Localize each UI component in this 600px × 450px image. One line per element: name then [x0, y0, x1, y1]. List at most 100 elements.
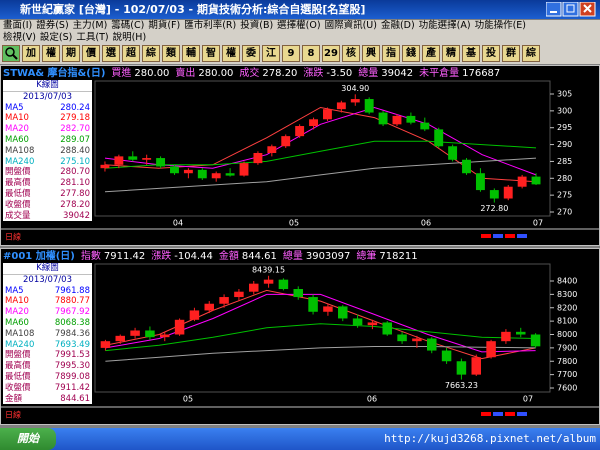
menu-item[interactable]: 籌碼(C) — [111, 20, 145, 31]
menu-item[interactable]: 證券(S) — [36, 20, 69, 31]
quote-value: 278.20 — [262, 68, 298, 79]
toolbar-button[interactable]: 超 — [122, 45, 140, 62]
toolbar-button[interactable]: 核 — [342, 45, 360, 62]
quote-field: 漲跌 -3.50 — [303, 67, 352, 80]
menu-item[interactable]: 說明(H) — [112, 32, 147, 43]
toolbar-button[interactable]: 基 — [462, 45, 480, 62]
menu-item[interactable]: 工具(T) — [76, 32, 109, 43]
legend-label: 最高價 — [5, 178, 31, 189]
moving-average-line — [105, 346, 536, 362]
candle-body — [197, 169, 207, 179]
quote-field: 總筆 718211 — [356, 250, 417, 263]
search-button[interactable] — [2, 45, 20, 62]
moving-average-line — [105, 323, 536, 352]
menu-item[interactable]: 設定(S) — [39, 32, 73, 43]
start-button[interactable]: 開始 — [0, 428, 56, 450]
quote-label: 漲跌 — [303, 68, 324, 79]
maximize-button[interactable] — [562, 2, 579, 17]
legend-date: 2013/07/03 — [23, 274, 72, 285]
moving-average-line — [104, 106, 537, 176]
y-tick-label: 8300 — [557, 290, 577, 299]
menu-item[interactable]: 國際資訊(U) — [324, 20, 377, 31]
menu-item[interactable]: 匯市利率(R) — [184, 20, 237, 31]
quote-field: 買進 280.00 — [111, 67, 169, 80]
quote-field: 指數 7911.42 — [81, 250, 145, 263]
toolbar-button[interactable]: 錢 — [402, 45, 420, 62]
candle-body — [253, 153, 263, 164]
candle-body — [219, 297, 229, 304]
legend-item: 收盤價 278.20 — [3, 200, 92, 211]
toolbar-button[interactable]: 群 — [502, 45, 520, 62]
toolbar-button[interactable]: 價 — [82, 45, 100, 62]
menu-item[interactable]: 畫面(I) — [3, 20, 33, 31]
window-buttons — [546, 2, 596, 17]
toolbar-button[interactable]: 權 — [42, 45, 60, 62]
legend-value: 7961.88 — [54, 285, 90, 296]
toolbar-button[interactable]: 29 — [322, 45, 340, 62]
toolbar-button[interactable]: 委 — [242, 45, 260, 62]
legend-label: MA108 — [5, 145, 35, 156]
legend-label: MA10 — [5, 296, 29, 307]
candle-body — [156, 158, 166, 167]
candle-body — [420, 122, 430, 130]
toolbar-button[interactable]: 9 — [282, 45, 300, 62]
y-tick-label: 7600 — [557, 384, 577, 393]
legend-item: 開盤價 280.70 — [3, 167, 92, 178]
candle-body — [100, 164, 110, 169]
toolbar-button[interactable]: 8 — [302, 45, 320, 62]
candle-body — [293, 289, 303, 298]
y-tick-label: 275 — [557, 191, 572, 200]
toolbar-button[interactable]: 江 — [262, 45, 280, 62]
window-title: 新世紀贏家 [台灣] - 102/07/03 - 期貨技術分析:綜合自選股[名望… — [20, 3, 366, 16]
candle-body — [160, 334, 170, 338]
toolbar-button[interactable]: 綜 — [522, 45, 540, 62]
candle-body — [503, 186, 513, 199]
close-icon — [583, 4, 592, 13]
legend-label: 開盤價 — [5, 350, 31, 361]
menu-item[interactable]: 主力(M) — [72, 20, 108, 31]
toolbar-button[interactable]: 智 — [202, 45, 220, 62]
quote-field: 金額 844.61 — [219, 250, 277, 263]
toolbar-button[interactable]: 輔 — [182, 45, 200, 62]
toolbar-button[interactable]: 類 — [162, 45, 180, 62]
legend: K線圖 2013/07/03 MA5 7961.88 MA10 7880.77 MA20 79… — [3, 263, 92, 405]
toolbar-button[interactable]: 指 — [382, 45, 400, 62]
toolbar-button[interactable]: 選 — [102, 45, 120, 62]
menu-item[interactable]: 金融(D) — [380, 20, 415, 31]
candle-body — [130, 330, 140, 336]
toolbar-button[interactable]: 興 — [362, 45, 380, 62]
menu-item[interactable]: 選擇權(O) — [277, 20, 321, 31]
toolbar-button[interactable]: 權 — [222, 45, 240, 62]
strip-indicator — [517, 234, 527, 238]
quote-label: 未平倉量 — [419, 68, 460, 79]
toolbar-button[interactable]: 期 — [62, 45, 80, 62]
strip-indicator — [505, 234, 515, 238]
candle-body — [204, 303, 214, 311]
symbol: #001 加權(日) — [3, 251, 75, 262]
menu-item[interactable]: 功能選擇(A) — [418, 20, 471, 31]
legend-value: 278.20 — [60, 199, 90, 210]
menu-item[interactable]: 投資(B) — [240, 20, 274, 31]
menu-item[interactable]: 檢視(V) — [3, 32, 36, 43]
plot: 日線 270 275 280 285 290 295 300 305 04 05 06 07 304.90… — [1, 80, 599, 242]
legend-item: MA10 7880.77 — [3, 296, 92, 307]
menu-item[interactable]: 功能操作(E) — [474, 20, 527, 31]
minimize-button[interactable] — [546, 2, 562, 17]
quote-field: 成交 278.20 — [239, 67, 297, 80]
legend-item: 最高價 281.10 — [3, 178, 92, 189]
menu-item[interactable]: 期貨(F) — [148, 20, 181, 31]
toolbar-button[interactable]: 投 — [482, 45, 500, 62]
toolbar-button[interactable]: 產 — [422, 45, 440, 62]
plot-frame — [94, 80, 551, 217]
y-tick-label: 7900 — [557, 343, 577, 352]
toolbar-button[interactable]: 加 — [22, 45, 40, 62]
candle-body — [434, 129, 444, 147]
toolbar-button[interactable]: 綜 — [142, 45, 160, 62]
legend-value: 7995.30 — [54, 361, 90, 372]
toolbar-button[interactable]: 精 — [442, 45, 460, 62]
watermark: http://kujd3268.pixnet.net/album — [384, 432, 596, 445]
panel-header: #001 加權(日) 指數 7911.42 漲跌 -104.44 金額 844.61 總量 39… — [3, 250, 418, 263]
candle-body — [456, 361, 467, 375]
legend-item: MA60 8068.38 — [3, 318, 92, 329]
legend-label: MA20 — [5, 307, 29, 318]
